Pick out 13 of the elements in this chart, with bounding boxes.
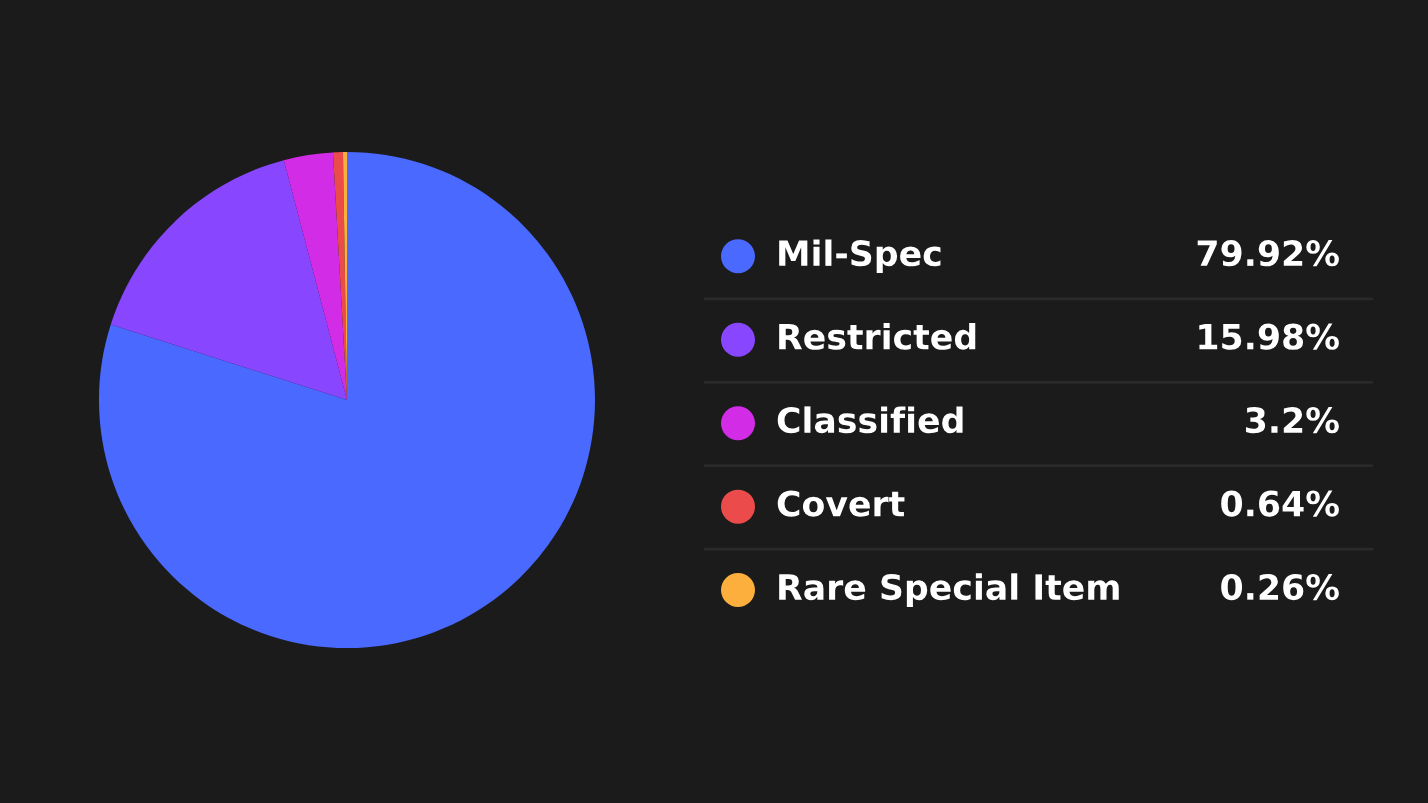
data-label: 3.2% (1246, 406, 1339, 434)
data-label: 79.92% (1197, 240, 1339, 267)
legend-label: Covert (777, 490, 905, 517)
legend-label: Rare Special Item (779, 573, 1119, 607)
legend-label: Classified (777, 406, 963, 434)
pie-slice (110, 160, 347, 400)
pie-slice (99, 152, 595, 648)
data-label: 15.98% (1199, 323, 1339, 350)
data-label: 0.64% (1221, 490, 1339, 517)
pie-slice (283, 152, 347, 400)
legend-label: Mil-Spec (779, 239, 941, 274)
legend-label: Restricted (779, 322, 976, 350)
data-label: 0.26% (1221, 573, 1339, 601)
